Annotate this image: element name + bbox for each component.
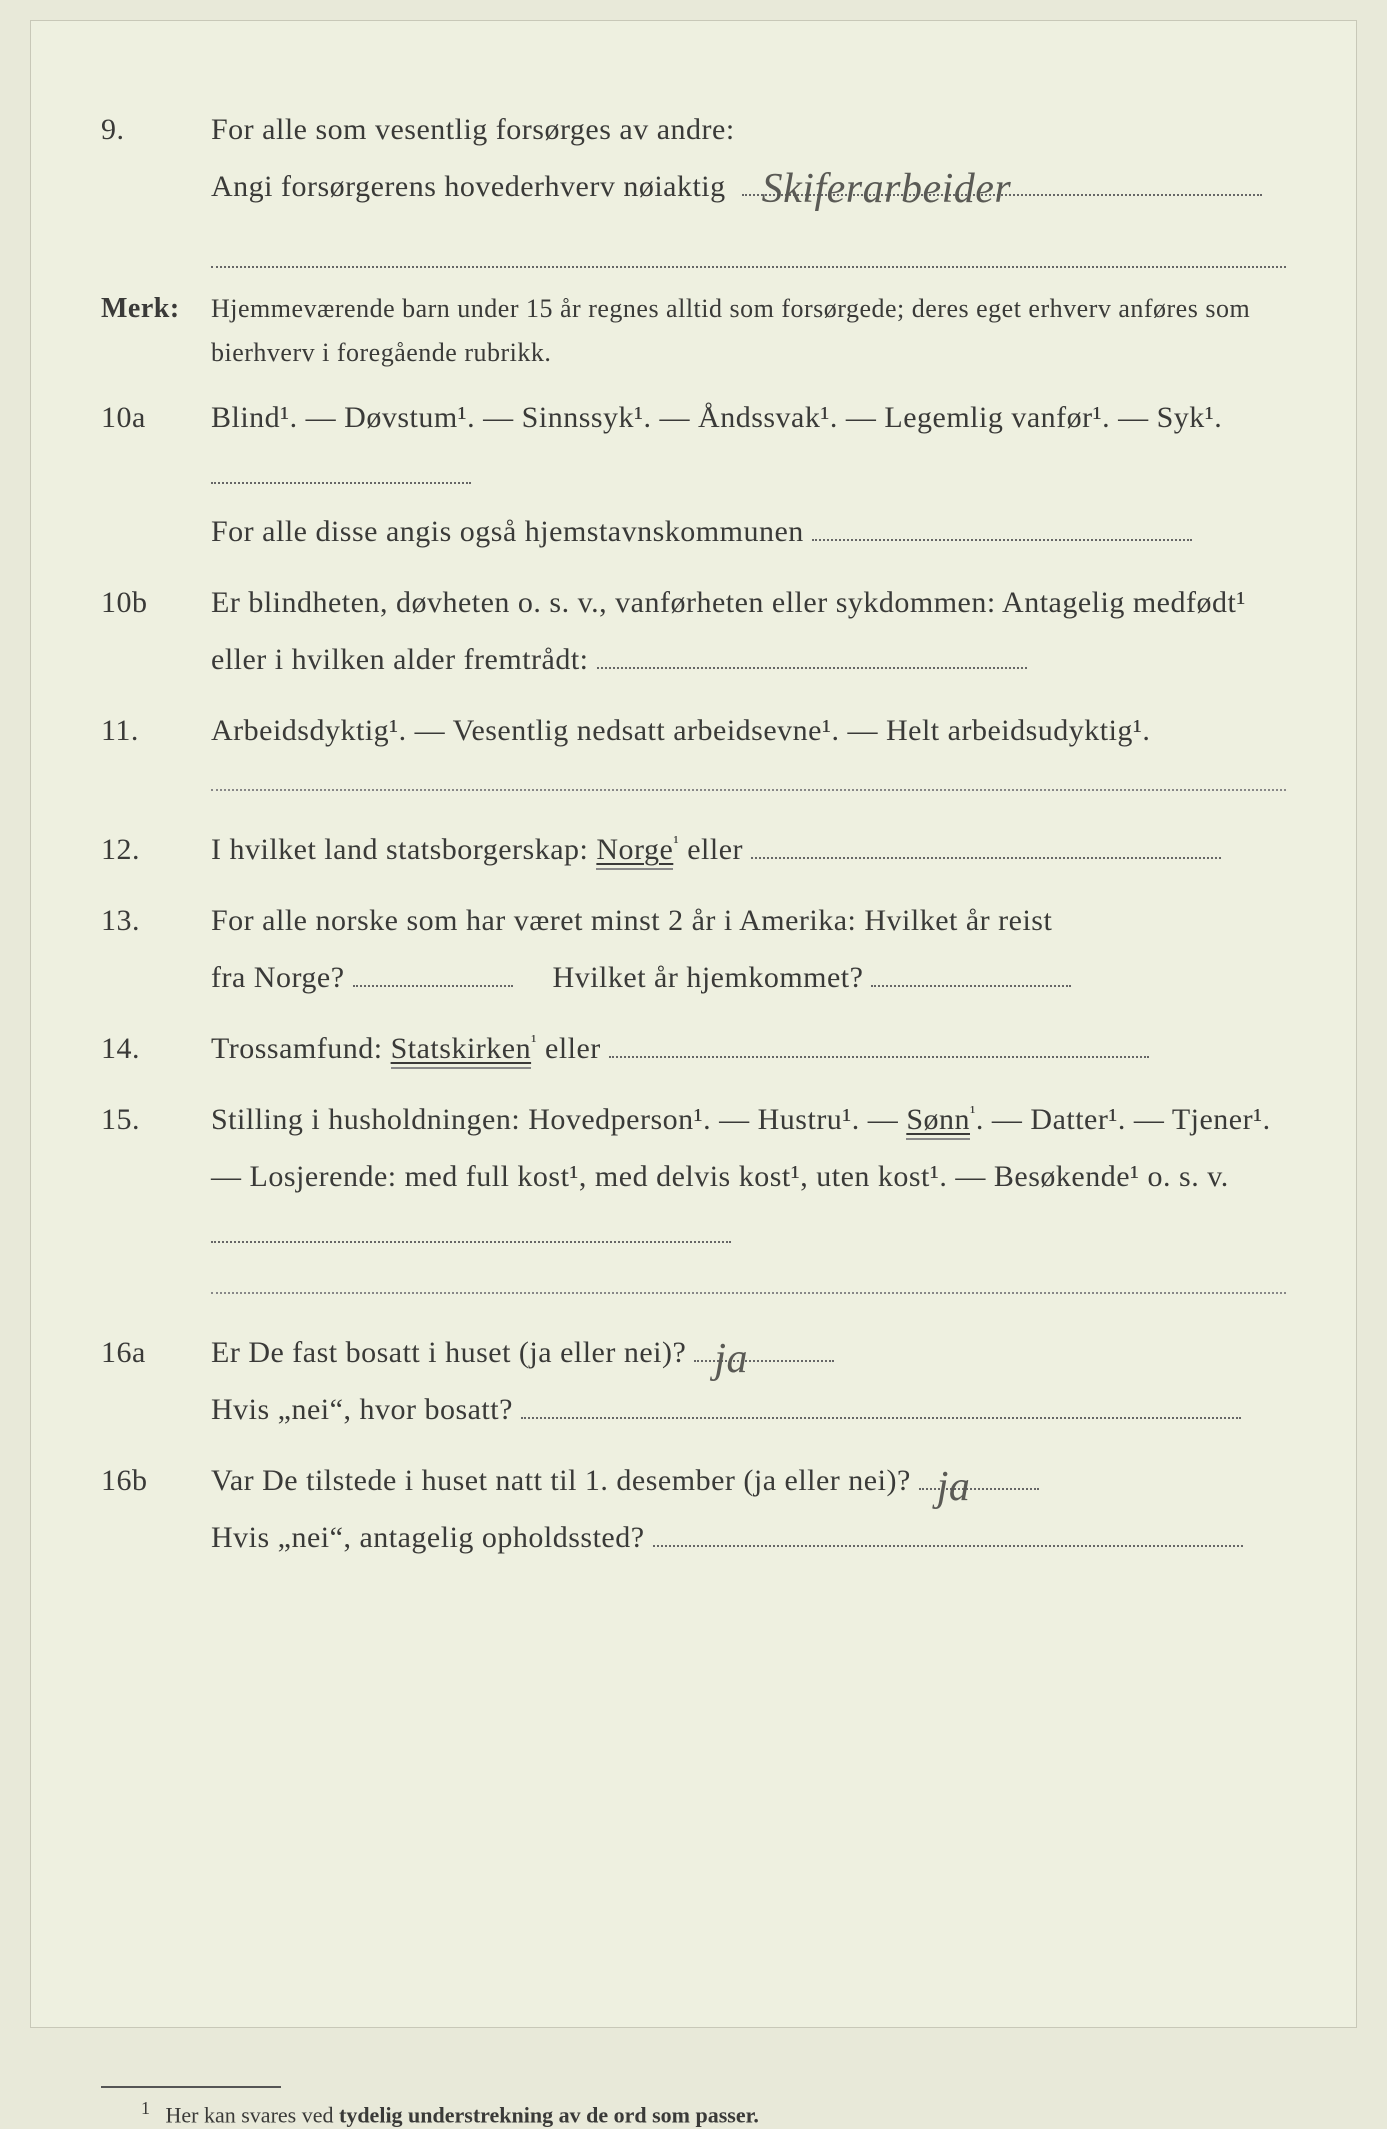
- q13-number: 13.: [101, 892, 211, 949]
- q12-prefix: I hvilket land statsborgerskap:: [211, 833, 596, 866]
- q10b-text: Er blindheten, døvheten o. s. v., vanfør…: [211, 586, 1246, 676]
- q16b-number: 16b: [101, 1452, 211, 1509]
- q12-sup: ¹: [673, 832, 679, 852]
- q14-content: Trossamfund: Statskirken¹ eller: [211, 1020, 1286, 1077]
- q15-content: Stilling i husholdningen: Hovedperson¹. …: [211, 1091, 1286, 1262]
- q15-prefix: Stilling i husholdningen: Hovedperson¹. …: [211, 1103, 906, 1136]
- footnote-text-bold: tydelig understrekning av de ord som pas…: [339, 2103, 759, 2128]
- q11-text: Arbeidsdyktig¹. — Vesentlig nedsatt arbe…: [211, 714, 1150, 747]
- question-16a: 16a Er De fast bosatt i huset (ja eller …: [101, 1324, 1286, 1438]
- q14-blank: [609, 1056, 1149, 1058]
- q15-blank: [211, 1241, 731, 1243]
- q14-statskirken: Statskirken: [391, 1032, 532, 1069]
- q9-answer-line: Skiferarbeider: [742, 194, 1262, 196]
- q15-number: 15.: [101, 1091, 211, 1148]
- footnote-rule: [101, 2086, 281, 2088]
- q16a-line1: Er De fast bosatt i huset (ja eller nei)…: [211, 1336, 686, 1369]
- q16a-answer-line: ja: [694, 1360, 834, 1362]
- q12-norge: Norge: [596, 833, 673, 870]
- q10a-line2: For alle disse angis også hjemstavnskomm…: [211, 515, 804, 548]
- q16b-answer-line: ja: [919, 1488, 1039, 1490]
- q12-content: I hvilket land statsborgerskap: Norge¹ e…: [211, 821, 1286, 878]
- census-form-page: 9. For alle som vesentlig forsørges av a…: [30, 20, 1357, 2028]
- q10a-number: 10a: [101, 389, 211, 446]
- q9-content: For alle som vesentlig forsørges av andr…: [211, 101, 1286, 268]
- question-13: 13. For alle norske som har været minst …: [101, 892, 1286, 1006]
- q10b-blank: [597, 667, 1027, 669]
- q16b-answer: ja: [937, 1448, 971, 1528]
- question-16b: 16b Var De tilstede i huset natt til 1. …: [101, 1452, 1286, 1566]
- q16b-line1: Var De tilstede i huset natt til 1. dese…: [211, 1464, 911, 1497]
- q14-number: 14.: [101, 1020, 211, 1077]
- q9-number: 9.: [101, 101, 211, 158]
- q16a-line2: Hvis „nei“, hvor bosatt?: [211, 1393, 513, 1426]
- question-12: 12. I hvilket land statsborgerskap: Norg…: [101, 821, 1286, 878]
- q10b-content: Er blindheten, døvheten o. s. v., vanfør…: [211, 574, 1286, 688]
- q15-sonn: Sønn: [906, 1103, 970, 1140]
- q14-prefix: Trossamfund:: [211, 1032, 391, 1065]
- q16a-content: Er De fast bosatt i huset (ja eller nei)…: [211, 1324, 1286, 1438]
- q10b-number: 10b: [101, 574, 211, 631]
- q12-number: 12.: [101, 821, 211, 878]
- q9-blank-line: [211, 211, 1286, 268]
- merk-text: Hjemmeværende barn under 15 år regnes al…: [211, 287, 1286, 375]
- q13-line1: For alle norske som har været minst 2 år…: [211, 904, 1052, 937]
- q9-line1: For alle som vesentlig forsørges av andr…: [211, 113, 735, 146]
- q11-content: Arbeidsdyktig¹. — Vesentlig nedsatt arbe…: [211, 702, 1286, 759]
- question-10a: 10a Blind¹. — Døvstum¹. — Sinnssyk¹. — Å…: [101, 389, 1286, 560]
- q12-blank: [751, 857, 1221, 859]
- q9-answer: Skiferarbeider: [762, 150, 1012, 230]
- q14-suffix: eller: [545, 1032, 601, 1065]
- q13-blank1: [353, 985, 513, 987]
- q9-line2-prefix: Angi forsørgerens hovederhverv nøiaktig: [211, 170, 726, 203]
- merk-label: Merk:: [101, 282, 211, 335]
- q10a-blank2: [812, 539, 1192, 541]
- question-11: 11. Arbeidsdyktig¹. — Vesentlig nedsatt …: [101, 702, 1286, 759]
- q12-suffix: eller: [687, 833, 743, 866]
- section-divider-1: [211, 789, 1286, 791]
- question-9: 9. For alle som vesentlig forsørges av a…: [101, 101, 1286, 268]
- q10a-content: Blind¹. — Døvstum¹. — Sinnssyk¹. — Åndss…: [211, 389, 1286, 560]
- q11-number: 11.: [101, 702, 211, 759]
- q16b-line2: Hvis „nei“, antagelig opholdssted?: [211, 1521, 645, 1554]
- footnote-number: 1: [141, 2098, 150, 2118]
- q13-content: For alle norske som har været minst 2 år…: [211, 892, 1286, 1006]
- q16a-blank: [521, 1417, 1241, 1419]
- q14-sup: ¹: [531, 1031, 537, 1051]
- q16b-content: Var De tilstede i huset natt til 1. dese…: [211, 1452, 1286, 1566]
- section-divider-2: [211, 1292, 1286, 1294]
- q13-line2a: fra Norge?: [211, 961, 345, 994]
- q16b-blank: [653, 1545, 1243, 1547]
- q16a-number: 16a: [101, 1324, 211, 1381]
- question-10b: 10b Er blindheten, døvheten o. s. v., va…: [101, 574, 1286, 688]
- footnote-text-plain: Her kan svares ved: [166, 2103, 340, 2128]
- question-14: 14. Trossamfund: Statskirken¹ eller: [101, 1020, 1286, 1077]
- q10a-options: Blind¹. — Døvstum¹. — Sinnssyk¹. — Åndss…: [211, 401, 1222, 434]
- question-15: 15. Stilling i husholdningen: Hovedperso…: [101, 1091, 1286, 1262]
- q10a-blank1: [211, 482, 471, 484]
- q16a-answer: ja: [714, 1320, 748, 1400]
- q13-line2b: Hvilket år hjemkommet?: [553, 961, 864, 994]
- footnote: 1 Her kan svares ved tydelig understrekn…: [141, 2098, 1286, 2128]
- merk-note: Merk: Hjemmeværende barn under 15 år reg…: [101, 282, 1286, 375]
- q13-blank2: [871, 985, 1071, 987]
